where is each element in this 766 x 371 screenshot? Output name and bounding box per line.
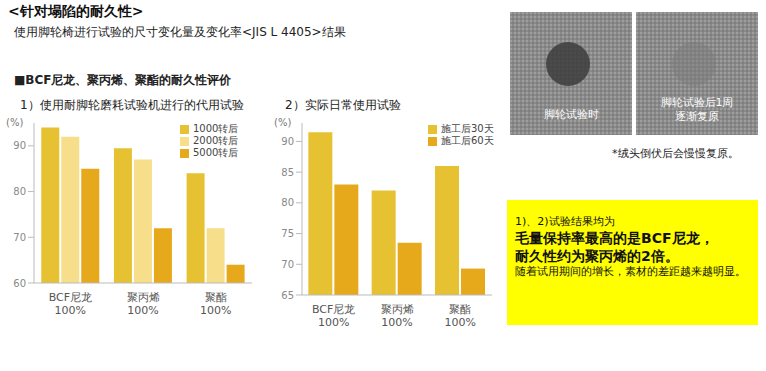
svg-text:70: 70 (13, 232, 26, 243)
svg-text:80: 80 (13, 186, 26, 197)
svg-text:聚酯100%: 聚酯100% (200, 291, 231, 317)
svg-text:65: 65 (281, 290, 294, 301)
html-text:2000转后: 2000转后 (193, 135, 239, 146)
html-text:使用脚轮椅进行试验的尺寸变化量及变化率<JIS L 4405: 使用脚轮椅进行试验的尺寸变化量及变化率<JIS L 4405>结果 (14, 25, 346, 39)
svg-text:80: 80 (281, 197, 294, 208)
html-text:脚轮试验后1周: 脚轮试验后1周 (660, 96, 734, 109)
html-text:毛量保持率最高的是BCF尼龙，: 毛量保持率最高的是BCF尼龙， (515, 230, 714, 246)
svg-text:BCF尼龙100%: BCF尼龙100% (49, 291, 92, 317)
svg-text:聚丙烯100%: 聚丙烯100% (381, 303, 414, 329)
html-text:5000转后: 5000转后 (193, 147, 239, 158)
svg-text:60: 60 (13, 278, 26, 289)
html-text:施工后60天: 施工后60天 (441, 135, 494, 146)
svg-text:BCF尼龙100%: BCF尼龙100% (312, 303, 355, 329)
html-text:1）使用耐脚轮磨耗试验机进行的代用试验: 1）使用耐脚轮磨耗试验机进行的代用试验 (20, 98, 244, 112)
html-text:耐久性约为聚丙烯的2倍。: 耐久性约为聚丙烯的2倍。 (515, 248, 679, 264)
svg-text:90: 90 (281, 136, 294, 147)
svg-text:90: 90 (13, 140, 26, 151)
svg-text:聚丙烯100%: 聚丙烯100% (127, 291, 160, 317)
html-text:逐渐复原: 逐渐复原 (675, 110, 719, 123)
html-text:1000转后: 1000转后 (193, 123, 239, 134)
html-text:<针对塌陷的耐久性>: <针对塌陷的耐久性> (8, 3, 144, 19)
html-text:脚轮试验时: 脚轮试验时 (543, 108, 599, 121)
svg-text:聚酯100%: 聚酯100% (445, 303, 476, 329)
html-text:1)、2)试验结果均为: 1)、2)试验结果均为 (515, 215, 615, 228)
html-text:随着试用期间的增长，素材的差距越来越明显。: 随着试用期间的增长，素材的差距越来越明显。 (515, 265, 746, 278)
svg-text:70: 70 (281, 259, 294, 270)
svg-text:75: 75 (281, 228, 294, 239)
html-text:2）实际日常使用试验: 2）实际日常使用试验 (285, 98, 401, 112)
html-text:*绒头倒伏后会慢慢复原。: *绒头倒伏后会慢慢复原。 (612, 147, 739, 160)
html-text:施工后30天: 施工后30天 (441, 123, 494, 134)
html-text:■BCF尼龙、聚丙烯、聚酯的耐久性评价: ■BCF尼龙、聚丙烯、聚酯的耐久性评价 (14, 73, 232, 87)
svg-text:85: 85 (281, 167, 294, 178)
